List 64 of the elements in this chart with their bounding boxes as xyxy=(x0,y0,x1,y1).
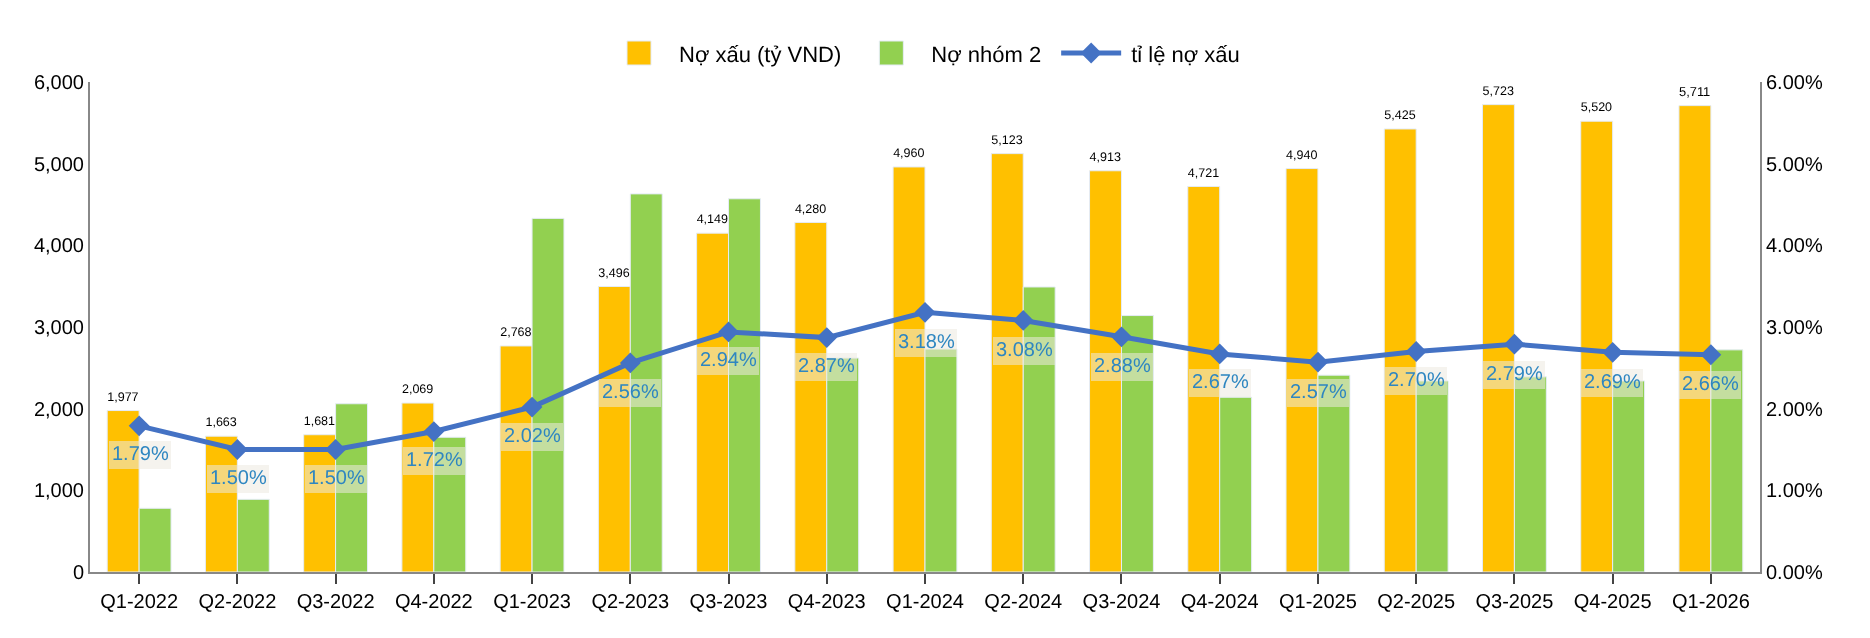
x-tick-label: Q2-2022 xyxy=(198,592,278,614)
point xyxy=(1405,341,1427,362)
data-label: 2.88% xyxy=(1094,356,1151,378)
data-label: 2.87% xyxy=(798,356,855,378)
x-tick-label: Q2-2024 xyxy=(984,592,1064,614)
point xyxy=(619,352,641,374)
point xyxy=(1307,351,1329,373)
x-tick-label: Q4-2024 xyxy=(1180,592,1260,614)
y2-tick-label: 1.00% xyxy=(1766,481,1823,504)
point xyxy=(1504,333,1525,355)
point xyxy=(521,396,543,418)
y-tick-label: 5,000 xyxy=(33,154,85,177)
data-label: 2.69% xyxy=(1584,372,1641,394)
data-label: 2.79% xyxy=(1486,364,1543,386)
x-tick-label: Q1-2023 xyxy=(493,592,572,614)
x-tick-label: Q1-2025 xyxy=(1279,592,1358,614)
y-tick-label: 2,000 xyxy=(33,399,85,422)
data-label: 2.66% xyxy=(1682,374,1739,396)
point xyxy=(914,301,936,323)
y-tick-label: 3,000 xyxy=(33,318,85,340)
data-label: 2.70% xyxy=(1388,370,1445,392)
y-tick-label: 0 xyxy=(72,563,85,585)
point xyxy=(423,421,445,442)
data-label: 2.02% xyxy=(504,426,561,448)
x-tick-label: Q4-2022 xyxy=(394,592,474,614)
legend-label: tỉ lệ nợ xấu xyxy=(1131,43,1240,68)
y2-tick-label: 3.00% xyxy=(1766,318,1823,340)
x-tick-label: Q4-2023 xyxy=(787,592,867,614)
x-tick-label: Q2-2025 xyxy=(1377,592,1456,614)
x-tick-label: Q3-2022 xyxy=(296,592,376,614)
data-label: 3.08% xyxy=(996,340,1053,362)
point xyxy=(226,439,248,460)
y-tick-label: 4,000 xyxy=(33,236,85,259)
legend-label: Nợ nhóm 2 xyxy=(931,43,1042,68)
x-tick-label: Q1-2026 xyxy=(1671,592,1751,614)
point xyxy=(128,415,150,437)
legend-label: Nợ xấu (tỷ VND) xyxy=(679,43,842,68)
x-tick-label: Q3-2024 xyxy=(1082,592,1162,614)
x-tick-label: Q2-2023 xyxy=(591,592,671,614)
point xyxy=(325,439,346,460)
y2-tick-label: 6.00% xyxy=(1766,73,1823,95)
y2-tick-label: 5.00% xyxy=(1766,154,1823,177)
data-label: 2.57% xyxy=(1290,382,1347,404)
x-tick-label: Q4-2025 xyxy=(1573,592,1653,614)
data-label: 1.50% xyxy=(308,468,365,490)
data-label: 1.72% xyxy=(406,450,463,472)
point xyxy=(718,321,739,343)
data-label: 2.94% xyxy=(700,350,757,372)
point xyxy=(1700,344,1722,366)
y2-tick-label: 2.00% xyxy=(1766,399,1823,422)
point xyxy=(816,327,838,349)
y-tick-label: 1,000 xyxy=(33,481,85,504)
point xyxy=(1602,341,1624,363)
point xyxy=(1111,326,1132,348)
x-tick-label: Q3-2025 xyxy=(1475,592,1555,614)
x-tick-label: Q3-2023 xyxy=(689,592,769,614)
data-label: 2.56% xyxy=(602,382,659,404)
x-tick-label: Q1-2024 xyxy=(886,592,965,614)
y2-tick-label: 0.00% xyxy=(1766,563,1823,585)
y2-tick-label: 4.00% xyxy=(1766,236,1823,259)
point xyxy=(1209,343,1231,365)
point xyxy=(1012,310,1034,331)
x-tick-label: Q1-2022 xyxy=(100,592,179,614)
y-tick-label: 6,000 xyxy=(33,73,85,95)
